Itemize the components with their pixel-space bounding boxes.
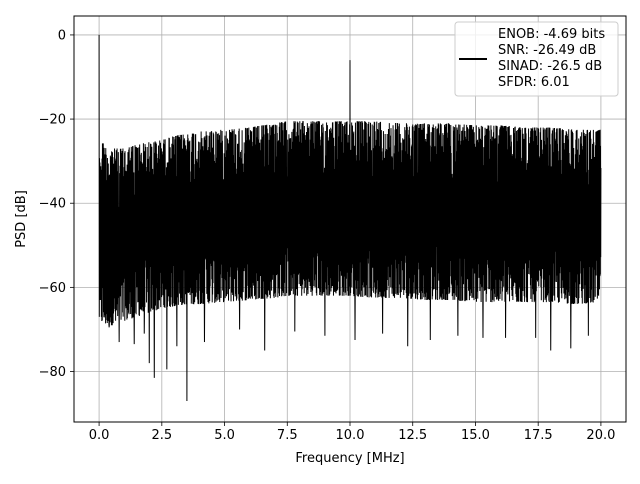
x-tick-label: 17.5 [524, 428, 553, 443]
x-tick-label: 2.5 [151, 428, 172, 443]
legend-enob: ENOB: -4.69 bits [498, 27, 605, 42]
x-tick-label: 10.0 [336, 428, 365, 443]
legend-box [454, 21, 619, 97]
y-tick-label: −20 [39, 113, 66, 128]
legend-sfdr: SFDR: 6.01 [498, 75, 570, 90]
x-axis-label: Frequency [MHz] [295, 451, 404, 466]
legend-snr: SNR: -26.49 dB [498, 43, 596, 58]
y-tick-label: −60 [39, 281, 66, 296]
legend-sinad: SINAD: -26.5 dB [498, 59, 602, 74]
y-tick-label: −40 [39, 197, 66, 212]
y-tick-label: 0 [58, 28, 66, 43]
legend: ENOB: -4.69 bits SNR: -26.49 dB SINAD: -… [454, 21, 619, 97]
y-axis-label: PSD [dB] [14, 190, 29, 248]
plot-area [98, 34, 602, 401]
x-tick-label: 15.0 [461, 428, 490, 443]
x-tick-label: 20.0 [586, 428, 615, 443]
x-tick-label: 12.5 [398, 428, 427, 443]
x-tick-label: 7.5 [277, 428, 298, 443]
x-tick-label: 0.0 [89, 428, 110, 443]
x-axis: 0.0 2.5 5.0 7.5 10.0 12.5 15.0 17.5 20.0 [89, 422, 615, 443]
psd-trace [98, 34, 602, 401]
y-axis: 0 −20 −40 −60 −80 [39, 28, 74, 380]
x-tick-label: 5.0 [214, 428, 235, 443]
y-tick-label: −80 [39, 365, 66, 380]
